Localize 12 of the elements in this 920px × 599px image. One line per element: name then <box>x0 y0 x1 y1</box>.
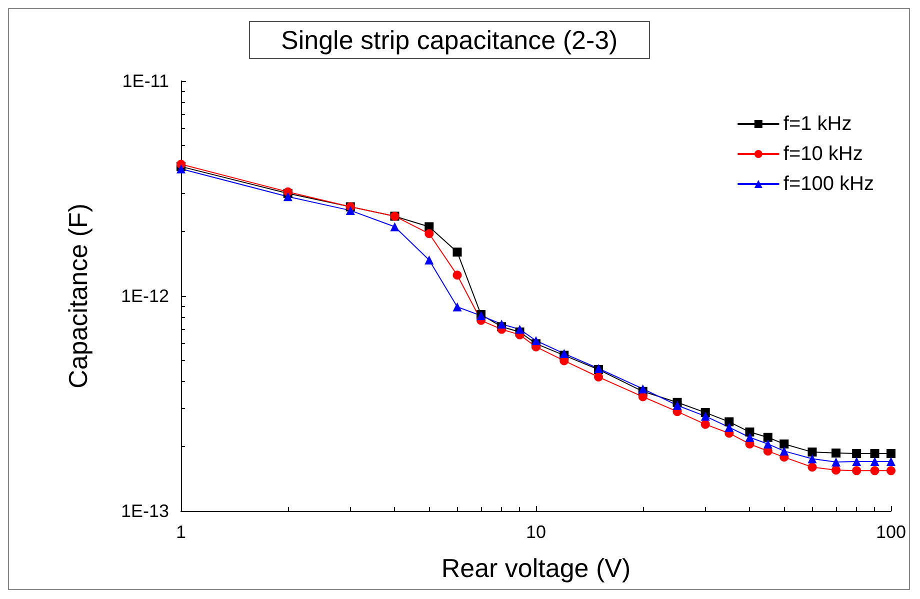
x-axis-title: Rear voltage (V) <box>441 553 631 583</box>
legend-label: f=10 kHz <box>783 143 863 165</box>
y-tick-label: 1E-13 <box>120 501 169 521</box>
x-tick-label: 10 <box>526 522 546 542</box>
x-tick-label: 1 <box>176 522 186 542</box>
y-tick-label: 1E-11 <box>122 71 169 91</box>
x-tick-label: 100 <box>876 522 906 542</box>
y-tick-label: 1E-12 <box>120 286 169 306</box>
legend-label: f=100 kHz <box>783 173 874 195</box>
chart-title: Single strip capacitance (2-3) <box>281 25 618 55</box>
legend-label: f=1 kHz <box>783 113 852 135</box>
y-axis-title: Capacitance (F) <box>63 204 93 388</box>
